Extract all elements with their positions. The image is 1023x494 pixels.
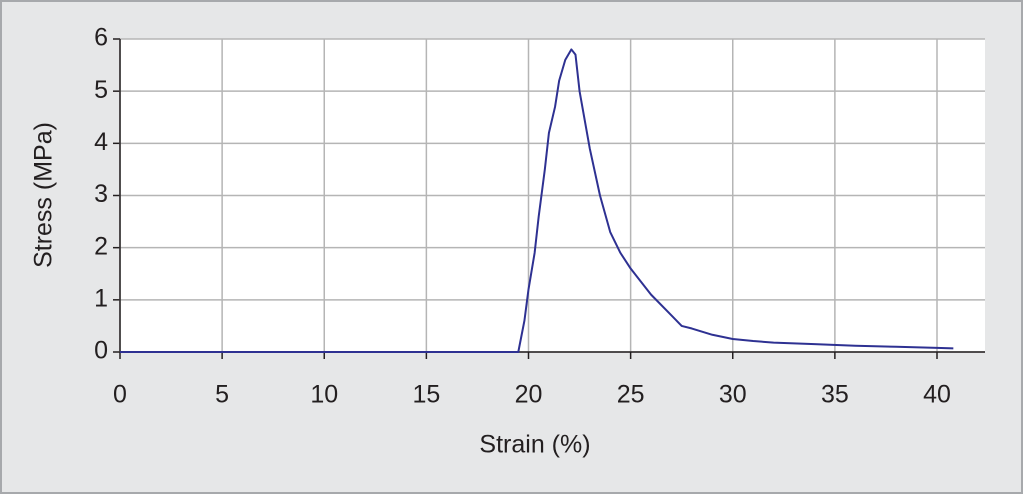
y-tick-label: 3 bbox=[94, 180, 108, 208]
x-tick-label: 35 bbox=[821, 381, 849, 409]
y-axis-label: Stress (MPa) bbox=[30, 122, 58, 268]
x-tick-label: 25 bbox=[617, 381, 645, 409]
y-tick-label: 0 bbox=[94, 337, 108, 365]
x-tick-label: 5 bbox=[215, 381, 229, 409]
x-axis-label: Strain (%) bbox=[479, 431, 590, 459]
y-tick-label: 4 bbox=[94, 128, 108, 156]
x-tick-label: 0 bbox=[113, 381, 127, 409]
x-tick-label: 20 bbox=[515, 381, 543, 409]
x-tick-label: 30 bbox=[719, 381, 747, 409]
y-tick-label: 5 bbox=[94, 76, 108, 104]
y-tick-label: 1 bbox=[94, 284, 108, 312]
y-tick-label: 6 bbox=[94, 24, 108, 52]
y-tick-label: 2 bbox=[94, 232, 108, 260]
data-line bbox=[120, 48, 954, 353]
x-tick-label: 15 bbox=[412, 381, 440, 409]
x-tick-label: 10 bbox=[310, 381, 338, 409]
x-tick-label: 40 bbox=[923, 381, 951, 409]
